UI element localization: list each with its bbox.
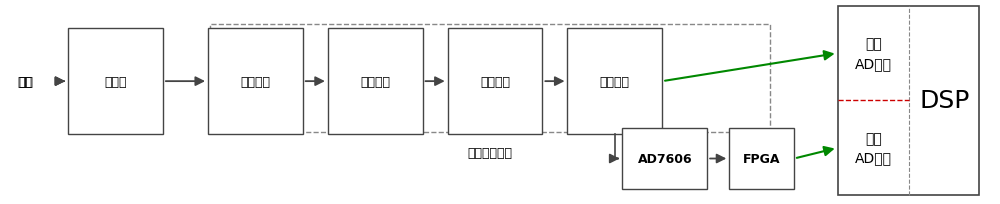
Text: 传感器: 传感器 (104, 75, 127, 88)
Bar (68, 29, 163, 134)
Text: 输入: 输入 (17, 75, 32, 88)
Text: 电压放大: 电压放大 (360, 75, 390, 88)
Text: 电压跟随: 电压跟随 (240, 75, 270, 88)
Bar (210, 25, 770, 132)
Bar (729, 128, 794, 189)
Bar (208, 29, 303, 134)
Text: 模拟信号调理: 模拟信号调理 (468, 147, 513, 160)
Text: FPGA: FPGA (743, 152, 780, 165)
Text: 片外
AD采样: 片外 AD采样 (855, 131, 892, 165)
Text: 输入: 输入 (18, 75, 33, 88)
Bar (622, 128, 707, 189)
Bar (448, 29, 542, 134)
Text: 片内
AD采样: 片内 AD采样 (855, 37, 892, 71)
Bar (567, 29, 662, 134)
Text: AD7606: AD7606 (637, 152, 692, 165)
Bar (838, 7, 979, 195)
Bar (328, 29, 423, 134)
Text: 电平偏置: 电平偏置 (480, 75, 510, 88)
Text: DSP: DSP (919, 89, 970, 113)
Text: 信号滤波: 信号滤波 (600, 75, 630, 88)
